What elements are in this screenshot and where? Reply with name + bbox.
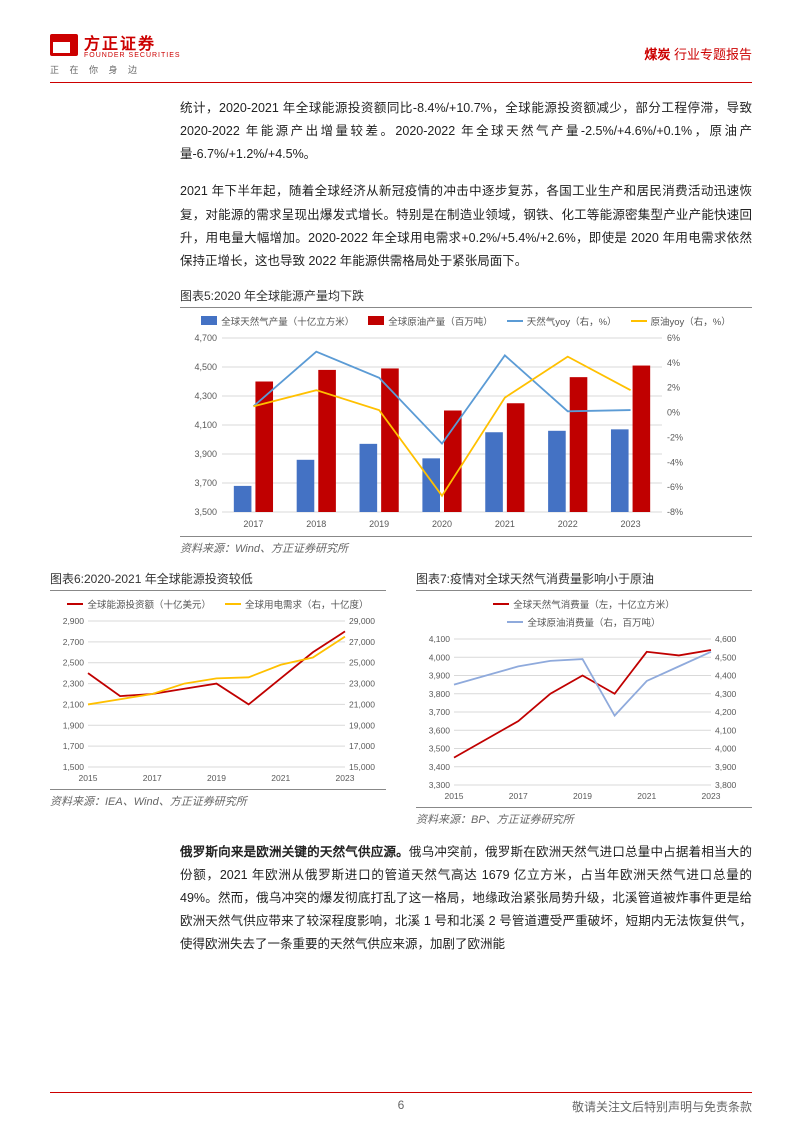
svg-text:2018: 2018 (306, 519, 326, 529)
svg-text:2019: 2019 (573, 791, 592, 801)
svg-text:1,900: 1,900 (63, 720, 85, 730)
logo-icon (50, 34, 78, 56)
svg-text:3,500: 3,500 (194, 507, 217, 517)
svg-text:4,700: 4,700 (194, 333, 217, 343)
svg-text:2022: 2022 (558, 519, 578, 529)
svg-text:2023: 2023 (621, 519, 641, 529)
logo-block: 方正证券 FOUNDER SECURITIES 正 在 你 身 边 (50, 30, 181, 76)
svg-text:-8%: -8% (667, 507, 683, 517)
svg-text:25,000: 25,000 (349, 658, 375, 668)
svg-text:2017: 2017 (509, 791, 528, 801)
svg-text:2,900: 2,900 (63, 616, 85, 626)
svg-text:3,900: 3,900 (429, 670, 451, 680)
chart6-legend: 全球能源投资额（十亿美元） 全球用电需求（右，十亿度） (50, 597, 386, 611)
svg-text:19,000: 19,000 (349, 720, 375, 730)
svg-text:4,000: 4,000 (715, 743, 737, 753)
chart7-legend: 全球天然气消费量（左，十亿立方米） 全球原油消费量（右，百万吨） (416, 597, 752, 629)
svg-text:4,500: 4,500 (715, 652, 737, 662)
svg-text:3,500: 3,500 (429, 743, 451, 753)
paragraph-1: 统计，2020-2021 年全球能源投资额同比-8.4%/+10.7%，全球能源… (180, 97, 752, 166)
svg-text:4,000: 4,000 (429, 652, 451, 662)
svg-text:6%: 6% (667, 333, 680, 343)
svg-text:21,000: 21,000 (349, 699, 375, 709)
svg-text:4%: 4% (667, 358, 680, 368)
svg-text:4,300: 4,300 (194, 391, 217, 401)
svg-text:0%: 0% (667, 407, 680, 417)
svg-text:2021: 2021 (495, 519, 515, 529)
svg-text:3,800: 3,800 (429, 689, 451, 699)
chart6-source: 资料来源：IEA、Wind、方正证券研究所 (50, 789, 386, 809)
svg-text:2015: 2015 (79, 773, 98, 783)
svg-text:3,900: 3,900 (715, 762, 737, 772)
chart5-legend: 全球天然气产量（十亿立方米） 全球原油产量（百万吨） 天然气yoy（右，%） 原… (180, 314, 752, 328)
svg-text:-6%: -6% (667, 482, 683, 492)
chart5-source: 资料来源：Wind、方正证券研究所 (180, 536, 752, 556)
svg-text:27,000: 27,000 (349, 637, 375, 647)
page-number: 6 (398, 1098, 405, 1112)
header: 方正证券 FOUNDER SECURITIES 正 在 你 身 边 煤炭 行业专… (50, 30, 752, 83)
header-category: 煤炭 行业专题报告 (644, 44, 752, 63)
chart6-title: 图表6:2020-2021 年全球能源投资较低 (50, 570, 386, 591)
svg-text:2,100: 2,100 (63, 699, 85, 709)
svg-text:1,500: 1,500 (63, 762, 85, 772)
svg-text:15,000: 15,000 (349, 762, 375, 772)
svg-text:2,500: 2,500 (63, 658, 85, 668)
svg-text:4,600: 4,600 (715, 634, 737, 644)
chart7-block: 图表7:疫情对全球天然气消费量影响小于原油 全球天然气消费量（左，十亿立方米） … (416, 570, 752, 827)
svg-text:4,400: 4,400 (715, 670, 737, 680)
svg-text:2023: 2023 (702, 791, 721, 801)
svg-text:4,100: 4,100 (429, 634, 451, 644)
svg-text:2%: 2% (667, 383, 680, 393)
svg-text:3,700: 3,700 (194, 478, 217, 488)
svg-text:2017: 2017 (143, 773, 162, 783)
svg-text:3,900: 3,900 (194, 449, 217, 459)
footer-disclaimer: 敬请关注文后特别声明与免责条款 (572, 1098, 752, 1115)
chart6-block: 图表6:2020-2021 年全球能源投资较低 全球能源投资额（十亿美元） 全球… (50, 570, 386, 827)
svg-text:1,700: 1,700 (63, 741, 85, 751)
svg-text:23,000: 23,000 (349, 678, 375, 688)
svg-text:-2%: -2% (667, 432, 683, 442)
svg-text:4,100: 4,100 (715, 725, 737, 735)
svg-text:2,700: 2,700 (63, 637, 85, 647)
logo-slogan: 正 在 你 身 边 (50, 63, 181, 76)
paragraph-2: 2021 年下半年起，随着全球经济从新冠疫情的冲击中逐步复苏，各国工业生产和居民… (180, 180, 752, 273)
svg-text:3,800: 3,800 (715, 780, 737, 790)
footer: 6 敬请关注文后特别声明与免责条款 (50, 1092, 752, 1115)
paragraph-3: 俄罗斯向来是欧洲关键的天然气供应源。俄乌冲突前，俄罗斯在欧洲天然气进口总量中占据… (180, 841, 752, 957)
svg-text:2019: 2019 (369, 519, 389, 529)
logo-text-en: FOUNDER SECURITIES (84, 52, 181, 59)
svg-text:2023: 2023 (336, 773, 355, 783)
chart7-source: 资料来源：BP、方正证券研究所 (416, 807, 752, 827)
svg-text:2021: 2021 (271, 773, 290, 783)
svg-text:3,300: 3,300 (429, 780, 451, 790)
svg-text:4,500: 4,500 (194, 362, 217, 372)
svg-text:3,600: 3,600 (429, 725, 451, 735)
svg-text:2021: 2021 (637, 791, 656, 801)
svg-text:17,000: 17,000 (349, 741, 375, 751)
svg-text:4,100: 4,100 (194, 420, 217, 430)
svg-text:29,000: 29,000 (349, 616, 375, 626)
logo-text-cn: 方正证券 (84, 30, 181, 54)
chart5-title: 图表5:2020 年全球能源产量均下跌 (180, 287, 752, 308)
svg-text:4,300: 4,300 (715, 689, 737, 699)
chart5-block: 图表5:2020 年全球能源产量均下跌 全球天然气产量（十亿立方米） 全球原油产… (180, 287, 752, 556)
svg-text:2020: 2020 (432, 519, 452, 529)
svg-text:2015: 2015 (445, 791, 464, 801)
chart7-title: 图表7:疫情对全球天然气消费量影响小于原油 (416, 570, 752, 591)
svg-text:3,700: 3,700 (429, 707, 451, 717)
svg-text:-4%: -4% (667, 457, 683, 467)
svg-text:3,400: 3,400 (429, 762, 451, 772)
svg-text:2019: 2019 (207, 773, 226, 783)
svg-text:2,300: 2,300 (63, 678, 85, 688)
chart6-svg: 1,500 1,700 1,900 2,100 2,300 2,500 2,700 2,900… (50, 615, 385, 785)
svg-text:2017: 2017 (243, 519, 263, 529)
chart5-svg: 3,500 3,700 3,900 4,100 4,300 4,500 4,700 -8% -6… (180, 332, 700, 532)
chart7-svg: 3,300 3,400 3,500 3,600 3,700 3,800 3,900 4,000… (416, 633, 751, 803)
svg-text:4,200: 4,200 (715, 707, 737, 717)
